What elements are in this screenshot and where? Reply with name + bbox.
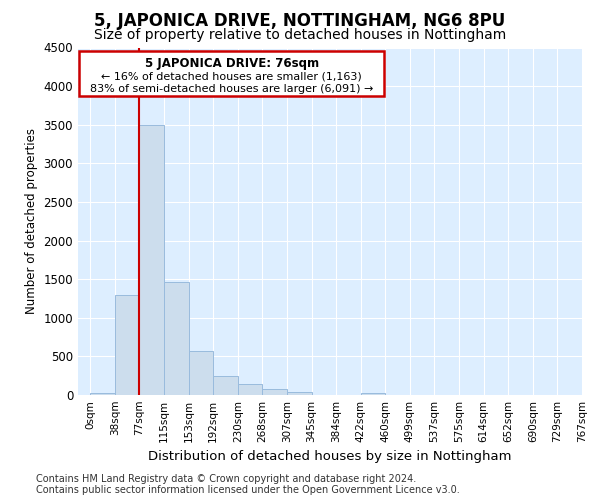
Text: ← 16% of detached houses are smaller (1,163): ← 16% of detached houses are smaller (1,…: [101, 72, 362, 82]
Bar: [213, 376, 238, 395]
Bar: [139, 124, 164, 395]
Text: 5 JAPONICA DRIVE: 76sqm: 5 JAPONICA DRIVE: 76sqm: [145, 57, 319, 70]
Text: Contains public sector information licensed under the Open Government Licence v3: Contains public sector information licen…: [36, 485, 460, 495]
Text: Contains HM Land Registry data © Crown copyright and database right 2024.: Contains HM Land Registry data © Crown c…: [36, 474, 416, 484]
Text: Size of property relative to detached houses in Nottingham: Size of property relative to detached ho…: [94, 28, 506, 42]
Bar: [90, 392, 115, 395]
Bar: [262, 389, 287, 395]
Bar: [115, 296, 139, 395]
Text: 83% of semi-detached houses are larger (6,091) →: 83% of semi-detached houses are larger (…: [90, 84, 373, 94]
X-axis label: Distribution of detached houses by size in Nottingham: Distribution of detached houses by size …: [148, 450, 512, 464]
Bar: [238, 384, 262, 395]
Bar: [361, 392, 385, 395]
Y-axis label: Number of detached properties: Number of detached properties: [25, 128, 38, 314]
Bar: [188, 350, 213, 395]
FancyBboxPatch shape: [79, 50, 384, 96]
Bar: [164, 282, 188, 395]
Bar: [287, 392, 311, 395]
Text: 5, JAPONICA DRIVE, NOTTINGHAM, NG6 8PU: 5, JAPONICA DRIVE, NOTTINGHAM, NG6 8PU: [94, 12, 506, 30]
